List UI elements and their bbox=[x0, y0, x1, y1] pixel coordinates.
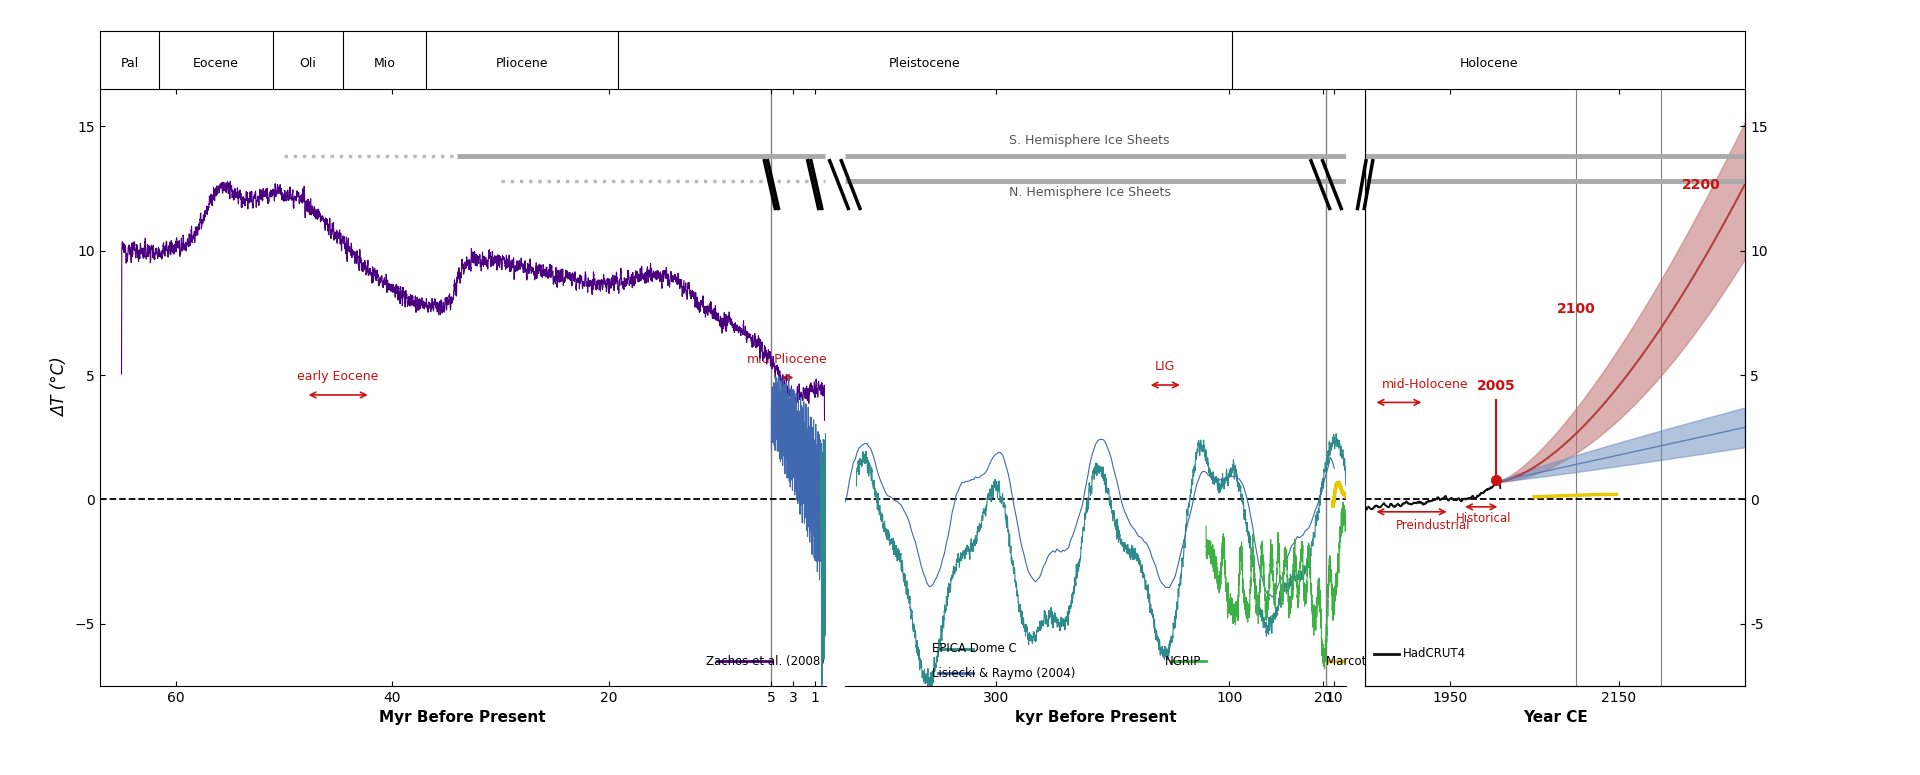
Text: NGRIP: NGRIP bbox=[1165, 655, 1202, 667]
Text: Preindustrial: Preindustrial bbox=[1396, 519, 1471, 532]
Text: 2100: 2100 bbox=[1557, 302, 1596, 316]
Text: Pleistocene: Pleistocene bbox=[889, 57, 960, 70]
Text: N. Hemisphere Ice Sheets: N. Hemisphere Ice Sheets bbox=[1008, 186, 1171, 199]
Text: Eocene: Eocene bbox=[192, 57, 238, 70]
Text: Zachos et al. (2008): Zachos et al. (2008) bbox=[707, 655, 826, 667]
Text: mid-Holocene: mid-Holocene bbox=[1382, 377, 1469, 391]
Text: S. Hemisphere Ice Sheets: S. Hemisphere Ice Sheets bbox=[1010, 134, 1169, 146]
Y-axis label: ΔT (°C): ΔT (°C) bbox=[52, 357, 69, 418]
X-axis label: Myr Before Present: Myr Before Present bbox=[380, 711, 545, 725]
Text: Pal: Pal bbox=[121, 57, 138, 70]
Text: EPICA Dome C: EPICA Dome C bbox=[933, 642, 1018, 655]
Text: early Eocene: early Eocene bbox=[298, 370, 378, 383]
X-axis label: kyr Before Present: kyr Before Present bbox=[1014, 711, 1177, 725]
Text: 2200: 2200 bbox=[1682, 177, 1720, 191]
Text: Holocene: Holocene bbox=[1459, 57, 1519, 70]
Text: 2005: 2005 bbox=[1476, 379, 1515, 393]
Text: mid-Pliocene: mid-Pliocene bbox=[747, 353, 828, 366]
X-axis label: Year CE: Year CE bbox=[1523, 711, 1588, 725]
Text: LIG: LIG bbox=[1156, 360, 1175, 373]
Text: Historical: Historical bbox=[1455, 512, 1511, 525]
Text: Lisiecki & Raymo (2004): Lisiecki & Raymo (2004) bbox=[933, 667, 1075, 680]
Text: Oli: Oli bbox=[300, 57, 317, 70]
Text: Pliocene: Pliocene bbox=[495, 57, 547, 70]
Text: Mio: Mio bbox=[374, 57, 396, 70]
Text: Marcott et al. (2013): Marcott et al. (2013) bbox=[1327, 655, 1448, 667]
Text: HadCRUT4: HadCRUT4 bbox=[1404, 647, 1467, 660]
